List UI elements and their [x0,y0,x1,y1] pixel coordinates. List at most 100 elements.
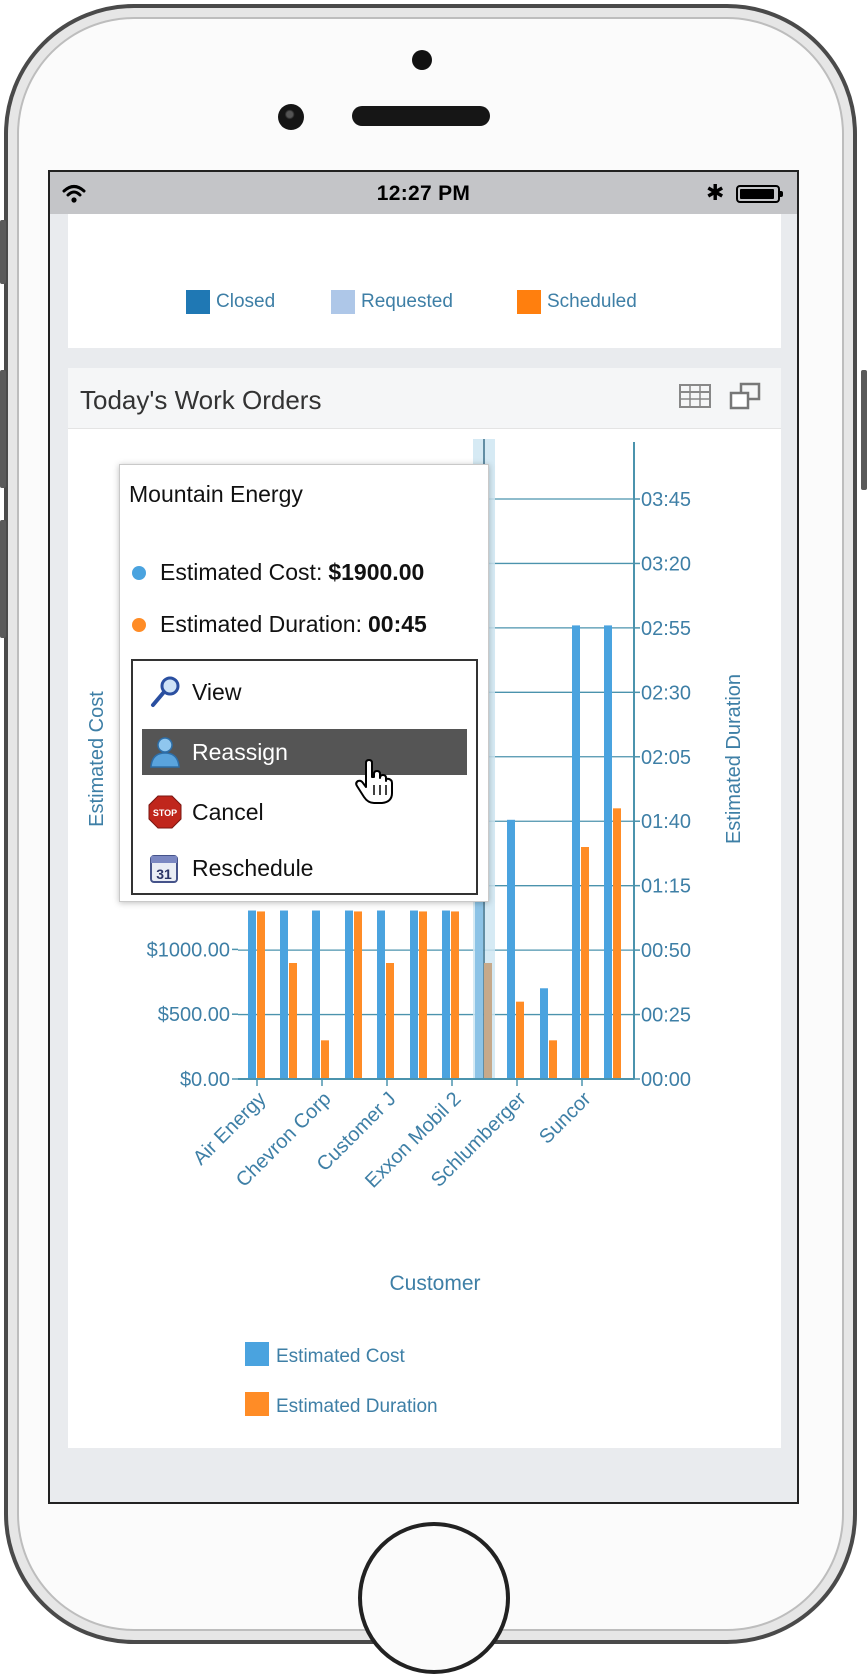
legend-label: Scheduled [547,291,637,312]
left-axis-title: Estimated Cost [86,691,108,827]
tooltip-row-cost: Estimated Cost: $1900.00 [132,559,424,586]
right-tick-label: 00:50 [641,940,691,962]
stop-icon: STOP [148,795,182,829]
right-tick-label: 02:30 [641,682,691,704]
legend-label-cost: Estimated Cost [276,1346,406,1367]
menu-item-label: Reschedule [192,854,314,881]
status-bar: 12:27 PM ✱ [50,172,797,214]
tooltip-label: Estimated Duration: [160,611,362,637]
person-icon [150,737,180,768]
card-header: Today's Work Orders [68,368,781,429]
tooltip-label: Estimated Cost: [160,559,323,585]
right-tick-label: 01:15 [641,876,691,898]
context-menu: View Reassign STOP Cancel [131,659,478,895]
menu-item-reschedule[interactable]: 31 Reschedule [142,845,467,891]
menu-item-cancel[interactable]: STOP Cancel [142,789,467,835]
duration-bar [419,911,427,1079]
duration-bar [516,1001,524,1079]
status-time: 12:27 PM [376,182,471,205]
right-tick-label: 00:25 [641,1005,691,1027]
legend-item-scheduled[interactable]: Scheduled [517,290,637,314]
left-tick-label: $500.00 [158,1004,230,1026]
legend-label: Closed [216,291,276,312]
hand-cursor-icon [355,759,393,804]
duration-bar [354,911,362,1079]
cost-bar [280,910,288,1079]
tooltip-value: 00:45 [367,611,427,637]
legend-swatch-cost [245,1342,269,1366]
legend-swatch-duration [245,1392,269,1416]
menu-item-label: Reassign [192,738,288,765]
cost-bar [475,832,483,1079]
bluetooth-icon: ✱ [706,180,725,205]
duration-bar [386,963,394,1079]
right-axis-title: Estimated Duration [723,674,745,844]
mute-switch [0,220,6,284]
proximity-sensor [412,50,432,70]
cost-bar [377,910,385,1079]
legend-swatch-closed [186,290,210,314]
duration-bar [289,963,297,1079]
card-title: Today's Work Orders [80,385,322,415]
cost-bar [442,910,450,1079]
left-tick-label: $1000.00 [147,939,230,961]
duration-bar [321,1040,329,1079]
cost-bar [345,910,353,1079]
wifi-icon [62,185,86,203]
cost-bar [507,819,515,1079]
duration-bar [484,963,492,1079]
right-tick-label: 02:55 [641,618,691,640]
volume-up-button [0,370,6,488]
tooltip-title: Mountain Energy [129,481,303,507]
front-camera [278,104,304,130]
legend-item-requested[interactable]: Requested [331,290,453,314]
duration-bar [581,847,589,1079]
tooltip-value: $1900.00 [328,559,425,585]
right-tick-label: 02:05 [641,747,691,769]
legend-swatch-requested [331,290,355,314]
right-tick-label: 03:20 [641,553,691,575]
menu-item-label: View [192,678,242,705]
legend-label: Requested [361,291,453,312]
calendar-icon: 31 [150,855,178,883]
duration-bar [257,911,265,1079]
table-icon[interactable] [679,382,711,410]
cost-bar [248,910,256,1079]
work-orders-chart: $0.00 $500.00 $1000.00 00:00 00:25 00:50 01:15… [86,439,745,1417]
menu-item-reassign[interactable]: Reassign [142,729,467,775]
right-tick-label: 01:40 [641,811,691,833]
maximize-icon[interactable] [729,382,761,410]
tooltip-row-duration: Estimated Duration: 00:45 [132,611,427,638]
left-tick-label: $0.00 [180,1069,230,1091]
duration-bar [549,1040,557,1079]
right-tick-label: 03:45 [641,489,691,511]
screen: 12:27 PM ✱ Closed Requested Scheduled To… [48,170,799,1504]
cost-bar [540,988,548,1079]
x-axis-title: Customer [389,1272,480,1295]
cost-bar [572,625,580,1079]
power-button [861,370,867,490]
stop-icon-text: STOP [153,808,177,818]
home-button[interactable] [358,1522,510,1674]
legend-swatch-scheduled [517,290,541,314]
legend-item-closed[interactable]: Closed [186,290,275,314]
magnifier-icon [151,676,180,707]
cost-bar [604,625,612,1079]
chart-tooltip: Mountain Energy Estimated Cost: $1900.00… [119,464,489,902]
cost-dot [132,565,146,580]
menu-item-label: Cancel [192,798,264,825]
duration-dot [132,617,146,632]
cost-bar [410,910,418,1079]
right-tick-label: 00:00 [641,1069,691,1091]
menu-item-view[interactable]: View [142,669,467,715]
earpiece-speaker [352,106,490,126]
x-tick-label: Suncor [535,1088,596,1149]
duration-bar [451,911,459,1079]
status-legend-card: Closed Requested Scheduled [68,214,781,348]
cost-bar [312,910,320,1079]
battery-icon [736,185,783,203]
volume-down-button [0,520,6,638]
legend-label-duration: Estimated Duration [276,1396,438,1417]
status-legend: Closed Requested Scheduled [68,290,781,316]
duration-bar [613,808,621,1079]
